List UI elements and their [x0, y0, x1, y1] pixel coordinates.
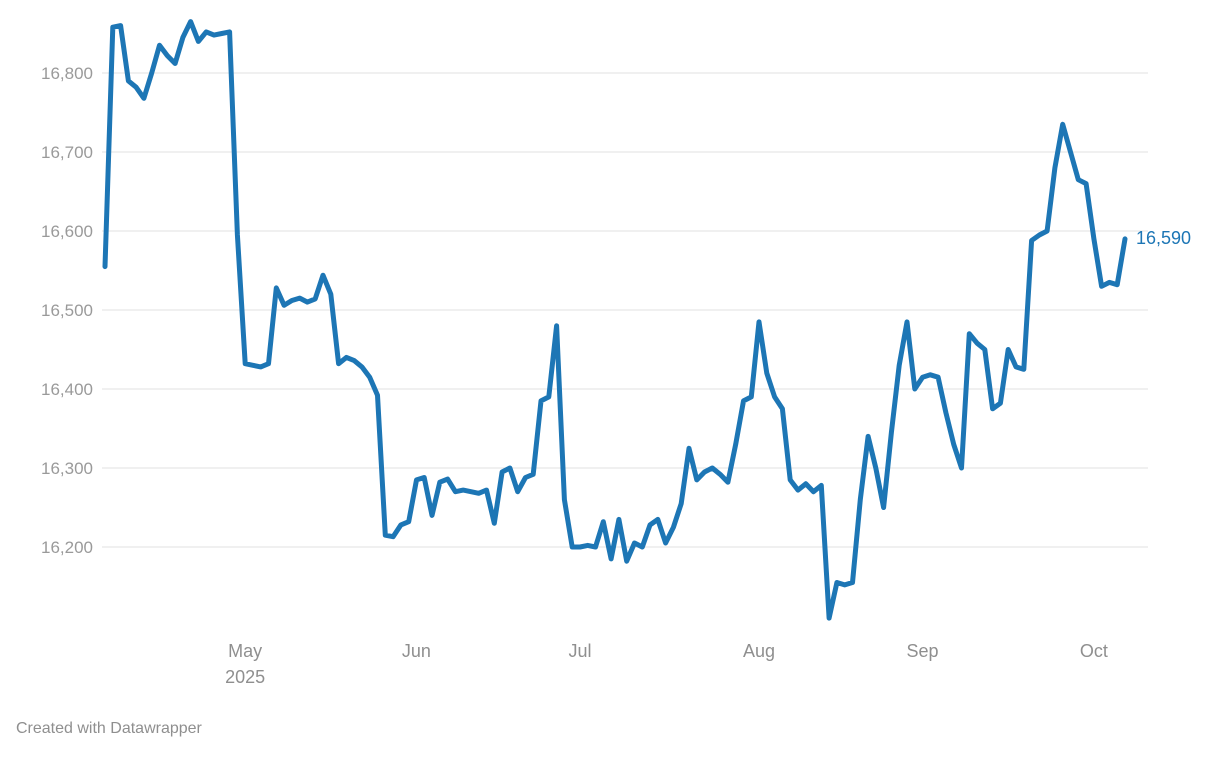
x-tick-label: May	[228, 641, 262, 661]
y-tick-label: 16,500	[41, 301, 93, 320]
x-tick-label: Jun	[402, 641, 431, 661]
y-tick-label: 16,600	[41, 222, 93, 241]
y-tick-label: 16,800	[41, 64, 93, 83]
y-tick-label: 16,700	[41, 143, 93, 162]
x-tick-sublabel: 2025	[225, 667, 265, 687]
x-tick-label: Jul	[568, 641, 591, 661]
x-tick-labels: May 2025 Jun Jul Aug Sep Oct	[225, 641, 1108, 687]
y-tick-labels: 16,200 16,300 16,400 16,500 16,600 16,700 16,8…	[41, 64, 93, 557]
y-tick-label: 16,400	[41, 380, 93, 399]
y-tick-label: 16,300	[41, 459, 93, 478]
x-tick-label: Oct	[1080, 641, 1108, 661]
chart-plot: 16,200 16,300 16,400 16,500 16,600 16,700 16,8…	[41, 19, 1148, 687]
y-tick-label: 16,200	[41, 538, 93, 557]
x-tick-label: Sep	[907, 641, 939, 661]
attribution-text: Created with Datawrapper	[16, 720, 202, 737]
x-tick-label: Aug	[743, 641, 775, 661]
data-series-line	[102, 19, 1128, 621]
y-gridlines	[102, 72, 1148, 548]
last-value-label: 16,590	[1136, 227, 1192, 248]
